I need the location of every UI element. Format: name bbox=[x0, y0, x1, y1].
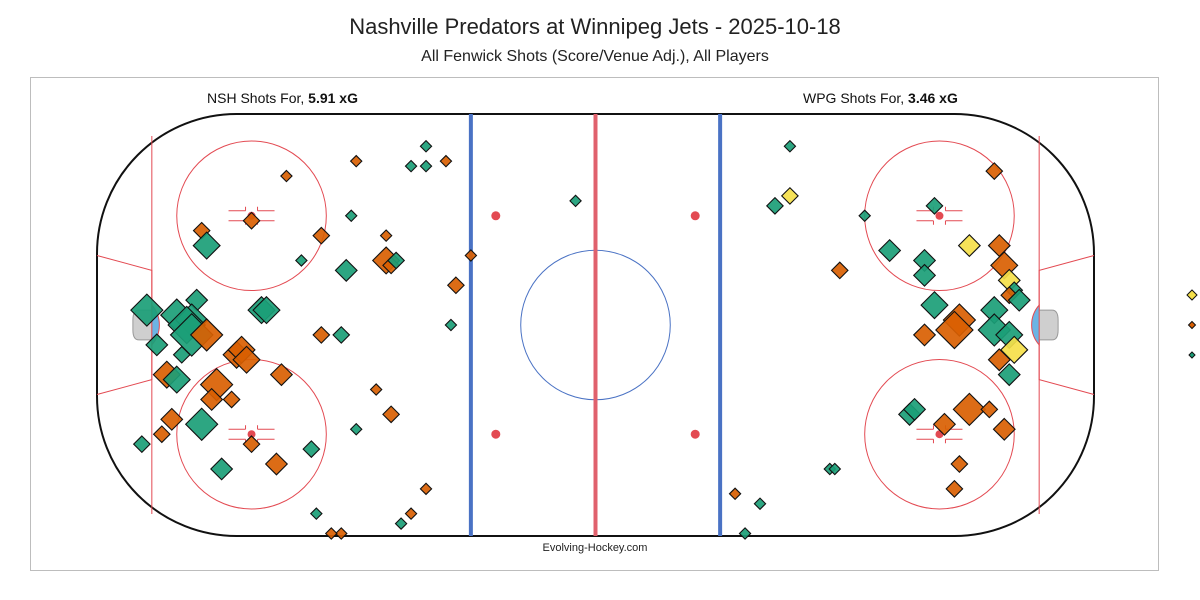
crease-right bbox=[1031, 303, 1040, 347]
faceoff-dot bbox=[935, 211, 944, 220]
wpg-shot-marker bbox=[728, 487, 742, 501]
wpg-shot-marker bbox=[753, 497, 767, 511]
wpg-shot-marker bbox=[738, 527, 752, 540]
wpg-shot-marker bbox=[952, 392, 987, 427]
nsh-shot-marker bbox=[252, 295, 281, 325]
wpg-shot-marker bbox=[349, 154, 363, 168]
wpg-shot-marker bbox=[957, 233, 981, 258]
wpg-shot-marker bbox=[295, 254, 308, 267]
nsh-shot-marker bbox=[312, 325, 331, 344]
wpg-shot-marker bbox=[780, 186, 799, 205]
nsh-xg-value: 5.91 xG bbox=[308, 90, 358, 106]
legend-marker-orange bbox=[1187, 320, 1197, 330]
neutral-faceoff-dot bbox=[690, 211, 700, 221]
nsh-shot-marker bbox=[332, 325, 351, 344]
nsh-shot-marker bbox=[269, 363, 294, 387]
nsh-shot-marker bbox=[192, 231, 221, 260]
source-credit: Evolving-Hockey.com bbox=[542, 542, 648, 554]
nsh-shot-marker bbox=[394, 517, 408, 530]
nsh-shot-marker bbox=[242, 435, 261, 454]
goal-net-right bbox=[1038, 309, 1059, 341]
nsh-shot-marker bbox=[419, 139, 433, 153]
nsh-shot-marker bbox=[210, 457, 234, 481]
wpg-shot-marker bbox=[920, 290, 949, 320]
nsh-shot-marker bbox=[145, 333, 169, 357]
faceoff-dot bbox=[247, 430, 256, 439]
nsh-shot-marker bbox=[222, 390, 241, 409]
nsh-shot-marker bbox=[302, 440, 321, 459]
nsh-shot-marker bbox=[387, 251, 406, 270]
wpg-label-prefix: WPG Shots For, bbox=[803, 90, 909, 106]
nsh-shot-marker bbox=[309, 507, 323, 521]
nsh-shot-marker bbox=[184, 407, 219, 442]
wpg-shot-marker bbox=[765, 196, 784, 215]
nsh-shot-marker bbox=[334, 527, 348, 540]
faceoff-circle bbox=[176, 140, 327, 292]
wpg-shot-marker bbox=[379, 229, 393, 243]
nsh-shot-marker bbox=[232, 345, 261, 374]
nsh-shot-marker bbox=[419, 159, 433, 173]
nsh-shot-marker bbox=[334, 258, 358, 282]
wpg-shot-marker bbox=[980, 400, 999, 419]
nsh-shot-marker bbox=[569, 194, 582, 208]
nsh-shot-marker bbox=[162, 365, 191, 394]
wpg-shot-marker bbox=[858, 209, 872, 223]
nsh-shot-marker bbox=[349, 422, 363, 436]
wpg-label: WPG Shots For, 3.46 xG bbox=[803, 90, 958, 106]
nsh-shot-marker bbox=[152, 425, 171, 444]
faceoff-circle bbox=[864, 358, 1015, 510]
nsh-shot-marker bbox=[312, 226, 331, 245]
nsh-label: NSH Shots For, 5.91 xG bbox=[207, 90, 358, 106]
wpg-shot-marker bbox=[1007, 288, 1031, 312]
wpg-shot-marker bbox=[902, 397, 927, 421]
wpg-shot-marker bbox=[439, 154, 453, 168]
wpg-shot-marker bbox=[985, 162, 1004, 181]
nsh-shot-marker bbox=[172, 345, 191, 364]
wpg-shot-marker bbox=[950, 455, 969, 473]
nsh-shot-marker bbox=[242, 211, 261, 230]
nsh-shot-marker bbox=[160, 407, 184, 431]
wpg-shot-marker bbox=[935, 310, 974, 350]
wpg-shot-marker bbox=[925, 196, 944, 215]
wpg-shot-marker bbox=[945, 479, 964, 498]
nsh-shot-marker bbox=[419, 482, 433, 496]
neutral-faceoff-dot bbox=[690, 429, 700, 439]
wpg-shot-marker bbox=[828, 462, 842, 476]
wpg-shot-marker bbox=[912, 263, 937, 287]
wpg-shot-marker bbox=[344, 209, 358, 223]
wpg-shot-marker bbox=[830, 261, 849, 280]
nsh-shot-marker bbox=[444, 318, 458, 332]
wpg-shot-marker bbox=[369, 383, 383, 396]
chart-subtitle: All Fenwick Shots (Score/Venue Adj.), Al… bbox=[421, 48, 769, 65]
nsh-shot-marker bbox=[130, 293, 164, 327]
neutral-faceoff-dot bbox=[491, 211, 501, 221]
chart-title: Nashville Predators at Winnipeg Jets - 2… bbox=[349, 14, 841, 39]
nsh-shot-marker bbox=[404, 159, 418, 173]
nsh-shot-marker bbox=[324, 527, 338, 540]
nsh-shot-marker bbox=[264, 452, 289, 476]
nsh-shot-marker bbox=[280, 169, 293, 183]
nsh-shot-marker bbox=[446, 276, 465, 295]
neutral-faceoff-dot bbox=[491, 429, 501, 439]
wpg-xg-value: 3.46 xG bbox=[908, 90, 958, 106]
wpg-shot-marker bbox=[932, 412, 957, 436]
wpg-shot-marker bbox=[464, 249, 478, 262]
nsh-shot-marker bbox=[382, 405, 401, 424]
plot-frame bbox=[30, 77, 1159, 571]
nsh-shot-marker bbox=[200, 387, 224, 412]
legend-marker-yellow bbox=[1186, 289, 1198, 301]
wpg-shot-marker bbox=[992, 417, 1016, 441]
wpg-shot-marker bbox=[878, 238, 902, 263]
wpg-shot-marker bbox=[987, 348, 1011, 372]
wpg-shot-marker bbox=[783, 139, 797, 153]
wpg-shot-marker bbox=[997, 363, 1021, 387]
legend-marker-green bbox=[1188, 351, 1196, 359]
nsh-label-prefix: NSH Shots For, bbox=[207, 90, 309, 106]
nsh-shot-marker bbox=[189, 318, 224, 352]
nsh-shot-marker bbox=[404, 507, 418, 521]
wpg-shot-marker bbox=[912, 323, 937, 347]
nsh-shot-marker bbox=[132, 435, 151, 454]
